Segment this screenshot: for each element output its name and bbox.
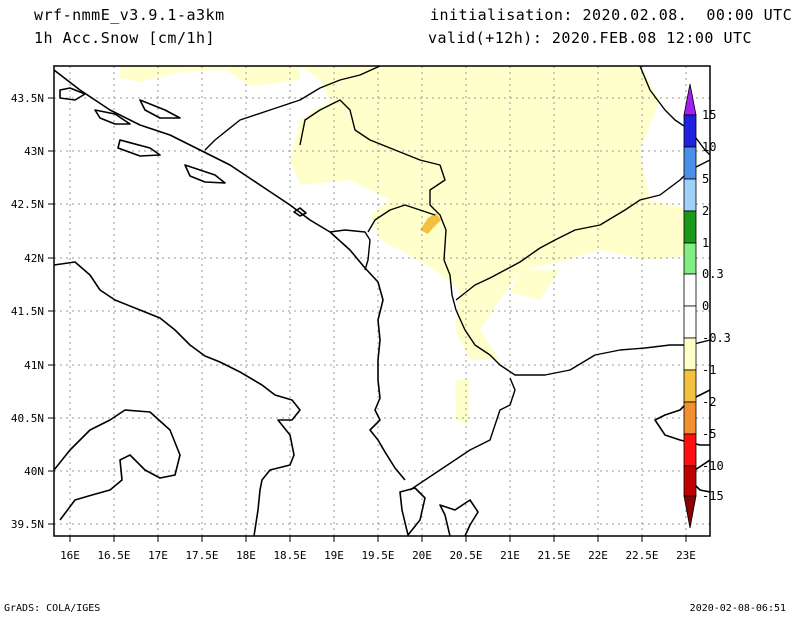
- valid-time: valid(+12h): 2020.FEB.08 12:00 UTC: [428, 29, 753, 47]
- country-border: [443, 259, 457, 311]
- lat-label: 43.5N: [10, 92, 44, 105]
- initialisation-time: initialisation: 2020.02.08. 00:00 UTC: [430, 6, 793, 24]
- lon-label: 21E: [500, 549, 520, 562]
- lon-label: 20.5E: [449, 549, 483, 562]
- lon-label: 17.5E: [185, 549, 219, 562]
- colorbar-segment: [683, 433, 697, 467]
- lon-label: 16E: [60, 549, 80, 562]
- island: [139, 99, 181, 119]
- colorbar-segment: [683, 273, 697, 307]
- country-border: [299, 99, 447, 261]
- island: [184, 164, 226, 184]
- country-border: [329, 229, 371, 271]
- colorbar: [683, 83, 697, 529]
- colorbar-label: 2: [702, 204, 709, 218]
- island: [399, 487, 426, 536]
- italian-coast: [54, 261, 301, 536]
- colorbar-segment: [683, 210, 697, 244]
- lon-label: 19E: [324, 549, 344, 562]
- lat-label: 41.5N: [10, 305, 44, 318]
- map-frame: [53, 65, 711, 537]
- colorbar-label: -15: [702, 489, 724, 503]
- lat-label: 42N: [24, 252, 44, 265]
- colorbar-segment: [683, 305, 697, 339]
- lat-label: 43N: [24, 145, 44, 158]
- lon-label: 21.5E: [537, 549, 571, 562]
- colorbar-label: -10: [702, 459, 724, 473]
- colorbar-label: -0.3: [702, 331, 731, 345]
- colorbar-label: -5: [702, 427, 716, 441]
- colorbar-segment: [683, 337, 697, 371]
- gulf-of-taranto-coast: [54, 409, 181, 521]
- colorbar-segment: [683, 178, 697, 212]
- light-snow-region: [510, 270, 560, 300]
- colorbar-label: 1: [702, 236, 709, 250]
- lat-label: 41N: [24, 359, 44, 372]
- lon-label: 16.5E: [97, 549, 131, 562]
- colorbar-segment: [683, 401, 697, 435]
- island: [117, 139, 161, 157]
- footer-timestamp: 2020-02-08-06:51: [689, 603, 786, 614]
- colorbar-segment: [683, 242, 697, 275]
- country-border: [639, 66, 710, 156]
- model-name: wrf-nmmE_v3.9.1-a3km: [34, 6, 225, 24]
- colorbar-label: -1: [702, 363, 716, 377]
- country-borders: [204, 66, 710, 491]
- colorbar-segment: [683, 465, 697, 497]
- coastlines: [54, 69, 710, 536]
- lon-label: 22.5E: [625, 549, 659, 562]
- country-border: [204, 66, 381, 151]
- colorbar-bottom-arrow: [683, 495, 697, 529]
- colorbar-labels: 15 10 5 2 1 0.3 0 -0.3 -1 -2 -5 -10 -15: [702, 108, 731, 503]
- lon-label: 19.5E: [361, 549, 395, 562]
- lon-label: 23E: [676, 549, 696, 562]
- light-snow-region: [290, 66, 690, 360]
- colorbar-label: 10: [702, 140, 716, 154]
- island: [59, 87, 86, 101]
- lon-label: 18.5E: [273, 549, 307, 562]
- snow-shading: [120, 66, 690, 425]
- lat-label: 39.5N: [10, 518, 44, 531]
- axis-ticks: [48, 97, 687, 542]
- colorbar-label: 5: [702, 172, 709, 186]
- lon-label: 17E: [148, 549, 168, 562]
- country-border: [455, 309, 710, 376]
- lat-label: 42.5N: [10, 198, 44, 211]
- country-border: [367, 204, 436, 233]
- colorbar-label: 0.3: [702, 267, 724, 281]
- lon-label: 18E: [236, 549, 256, 562]
- island: [94, 109, 131, 125]
- adriatic-coast-east: [54, 69, 406, 481]
- lat-label: 40.5N: [10, 412, 44, 425]
- colorbar-segment: [683, 369, 697, 403]
- greek-coast-south: [439, 499, 479, 536]
- country-border: [409, 377, 516, 491]
- lat-label: 40N: [24, 465, 44, 478]
- lon-label: 22E: [588, 549, 608, 562]
- colorbar-segment: [683, 146, 697, 180]
- field-name: 1h Acc.Snow [cm/1h]: [34, 29, 216, 47]
- colorbar-segment: [683, 114, 697, 148]
- island: [293, 207, 307, 217]
- colorbar-label: -2: [702, 395, 716, 409]
- country-border: [455, 159, 710, 301]
- moderate-snow-region: [420, 213, 441, 234]
- lon-label: 20E: [412, 549, 432, 562]
- colorbar-label: 0: [702, 299, 709, 313]
- light-snow-region: [120, 66, 300, 86]
- footer-credit: GrADS: COLA/IGES: [4, 603, 101, 614]
- colorbar-label: 15: [702, 108, 716, 122]
- colorbar-top-arrow: [683, 83, 697, 116]
